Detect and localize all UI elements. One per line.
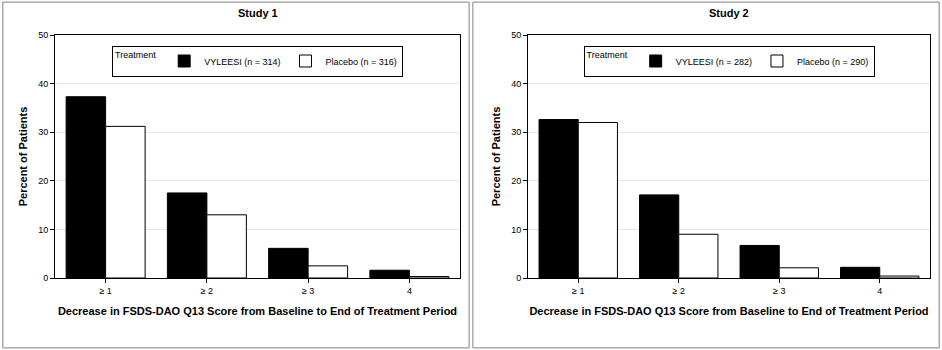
svg-text:Placebo (n = 316): Placebo (n = 316): [325, 57, 396, 67]
svg-text:≥ 1: ≥ 1: [99, 286, 111, 296]
svg-text:Placebo (n = 290): Placebo (n = 290): [797, 57, 868, 67]
svg-text:≥ 2: ≥ 2: [673, 286, 685, 296]
svg-text:0: 0: [43, 273, 48, 283]
svg-text:30: 30: [38, 127, 48, 137]
svg-text:4: 4: [877, 286, 882, 296]
svg-text:20: 20: [38, 176, 48, 186]
svg-text:40: 40: [511, 79, 521, 89]
svg-text:VYLEESI (n = 282): VYLEESI (n = 282): [676, 57, 752, 67]
svg-text:Decrease in FSDS-DAO Q13 Score: Decrease in FSDS-DAO Q13 Score from Base…: [58, 305, 457, 317]
svg-text:Percent of Patients: Percent of Patients: [17, 107, 29, 207]
svg-text:≥ 3: ≥ 3: [773, 286, 785, 296]
svg-text:Percent of Patients: Percent of Patients: [490, 107, 502, 207]
svg-text:30: 30: [511, 127, 521, 137]
svg-text:10: 10: [38, 225, 48, 235]
svg-text:50: 50: [38, 30, 48, 40]
svg-text:50: 50: [511, 30, 521, 40]
svg-text:VYLEESI (n = 314): VYLEESI (n = 314): [204, 57, 280, 67]
svg-text:20: 20: [511, 176, 521, 186]
svg-text:Treatment: Treatment: [587, 50, 628, 60]
svg-text:0: 0: [516, 273, 521, 283]
svg-text:Treatment: Treatment: [115, 50, 156, 60]
svg-text:Study 1: Study 1: [238, 7, 278, 19]
svg-text:≥ 2: ≥ 2: [201, 286, 213, 296]
svg-text:Study 2: Study 2: [709, 7, 749, 19]
svg-text:40: 40: [38, 79, 48, 89]
svg-text:≥ 3: ≥ 3: [302, 286, 314, 296]
svg-text:≥ 1: ≥ 1: [572, 286, 584, 296]
svg-text:10: 10: [511, 225, 521, 235]
svg-text:4: 4: [407, 286, 412, 296]
svg-text:Decrease in FSDS-DAO Q13 Score: Decrease in FSDS-DAO Q13 Score from Base…: [529, 305, 928, 317]
